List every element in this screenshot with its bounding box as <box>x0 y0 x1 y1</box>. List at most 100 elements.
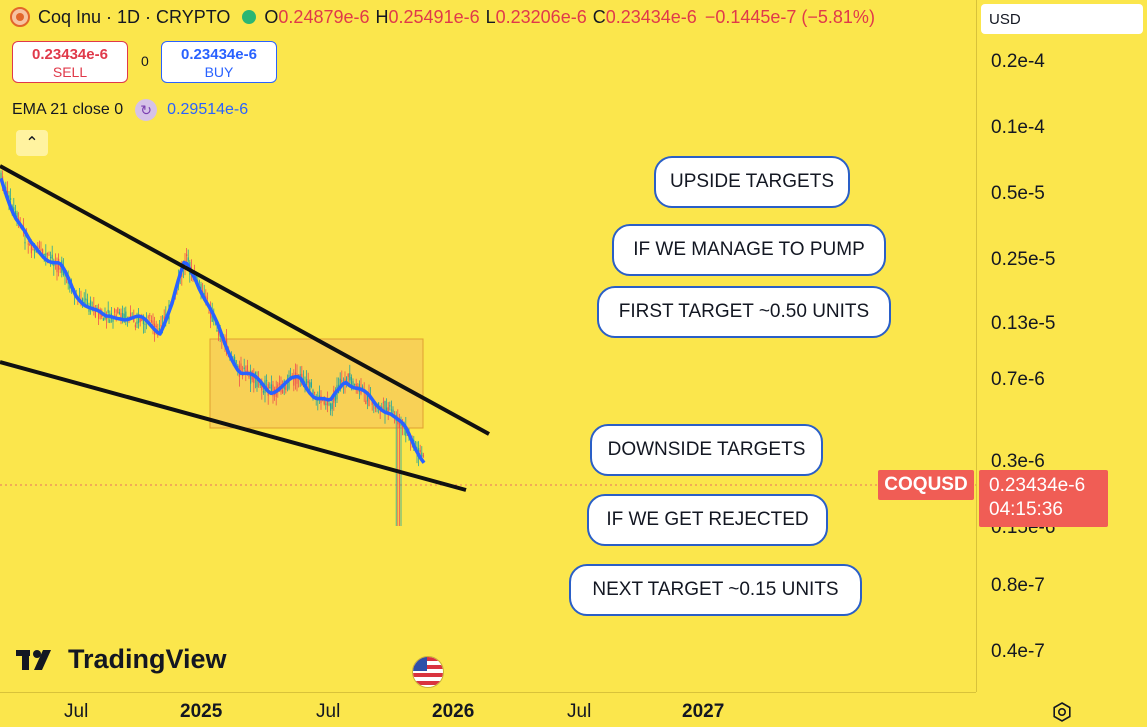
candle-body <box>296 373 298 384</box>
sell-button[interactable]: 0.23434e-6 SELL <box>12 41 128 83</box>
candle-body <box>96 307 98 310</box>
candle-body <box>314 392 316 394</box>
upper-trendline[interactable] <box>0 164 490 436</box>
collapse-legend-button[interactable]: ⌃ <box>16 130 48 156</box>
next-target-text: NEXT TARGET ~0.15 UNITS <box>592 579 839 600</box>
candle-body <box>53 263 55 267</box>
time-axis-label: 2027 <box>682 701 725 722</box>
candle-body <box>282 389 284 394</box>
candle-body <box>200 284 202 290</box>
gear-icon[interactable] <box>1052 702 1072 722</box>
currency-select[interactable]: USD <box>981 4 1143 34</box>
candle-body <box>243 367 245 370</box>
sell-label: SELL <box>52 64 88 80</box>
candle-body <box>94 309 96 318</box>
candle-body <box>187 257 189 262</box>
price-axis-label: 0.5e-5 <box>991 183 1045 204</box>
candle-body <box>317 399 319 401</box>
price-axis-label: 0.25e-5 <box>991 249 1056 270</box>
candle-body <box>378 402 380 406</box>
candle-body <box>152 320 154 328</box>
candle-body <box>29 243 31 246</box>
candle-body <box>147 316 149 318</box>
candle-body <box>158 327 160 332</box>
candle-body <box>48 254 50 256</box>
candle-body <box>390 409 392 411</box>
bar-countdown: 04:15:36 <box>989 499 1063 520</box>
candle-body <box>248 375 250 378</box>
candle-body <box>0 172 2 179</box>
candle-body <box>387 407 389 412</box>
chart-area[interactable]: Coq Inu · 1D · CRYPTO O 0.24879e-6 H 0.254… <box>0 0 976 692</box>
first-target-text: FIRST TARGET ~0.50 UNITS <box>618 301 870 322</box>
indicator-settings-icon[interactable]: ↻ <box>135 99 158 121</box>
upside-targets-text: UPSIDE TARGETS <box>670 171 834 192</box>
ohlc-high-value: 0.25491e-6 <box>388 6 480 27</box>
candle-body <box>112 318 114 322</box>
candle-body <box>114 309 116 313</box>
candle-body <box>242 375 244 377</box>
candle-body <box>115 314 117 317</box>
chevron-up-icon: ⌃ <box>25 135 39 152</box>
downside-targets-bubble[interactable]: DOWNSIDE TARGETS <box>590 424 823 476</box>
candle-body <box>13 207 15 211</box>
ohlc-low-key: L <box>485 6 496 27</box>
rejected-text: IF WE GET REJECTED <box>606 509 809 530</box>
candle-body <box>186 254 188 257</box>
candle-body <box>262 391 264 393</box>
ohlc-change: −0.1445e-7 (−5.81%) <box>704 6 875 27</box>
candle-body <box>218 330 220 336</box>
indicator-value: 0.29514e-6 <box>167 101 249 118</box>
lower-trendline[interactable] <box>0 360 467 492</box>
last-price-value: 0.23434e-6 <box>989 475 1086 496</box>
time-axis-label: Jul <box>316 701 341 722</box>
candle-body <box>120 313 122 319</box>
candle-body <box>261 384 263 391</box>
candle-body <box>32 249 34 251</box>
candle-body <box>139 317 141 322</box>
buy-button[interactable]: 0.23434e-6 BUY <box>161 41 277 83</box>
candle-body <box>125 311 127 322</box>
candle-body <box>144 323 146 325</box>
next-target-bubble[interactable]: NEXT TARGET ~0.15 UNITS <box>569 564 862 616</box>
symbol-title[interactable]: Coq Inu · 1D · CRYPTO <box>38 6 231 27</box>
candle-body <box>27 243 29 245</box>
pump-bubble[interactable]: IF WE MANAGE TO PUMP <box>612 224 886 276</box>
upside-targets-bubble[interactable]: UPSIDE TARGETS <box>654 156 850 208</box>
time-axis[interactable]: Jul 2025 Jul 2026 Jul 2027 <box>0 692 976 727</box>
market-open-dot-icon <box>242 10 257 24</box>
candle-body <box>246 365 248 374</box>
rejected-bubble[interactable]: IF WE GET REJECTED <box>587 494 828 546</box>
candle-body <box>419 450 421 453</box>
us-flag-icon[interactable] <box>412 656 444 688</box>
candle-body <box>142 316 144 325</box>
candle-body <box>133 317 135 322</box>
candle-body <box>221 339 223 341</box>
candle-body <box>136 321 138 324</box>
time-axis-label: 2025 <box>180 701 223 722</box>
tradingview-logo-icon <box>16 649 51 670</box>
price-axis-label: 0.1e-4 <box>991 117 1045 138</box>
candle-body <box>149 315 151 317</box>
candle-body <box>150 320 152 323</box>
price-axis-label: 0.3e-6 <box>991 451 1045 472</box>
time-axis-label: Jul <box>567 701 592 722</box>
indicator-label[interactable]: EMA 21 close 0 <box>12 101 124 118</box>
candle-body <box>350 377 352 385</box>
candle-body <box>102 318 104 321</box>
candle-body <box>269 387 271 389</box>
ohlc-close-key: C <box>592 6 606 27</box>
candle-body <box>245 370 247 373</box>
ohlc-open-value: 0.24879e-6 <box>278 6 370 27</box>
tradingview-logo[interactable]: TradingView <box>16 644 227 675</box>
candle-body <box>122 313 124 319</box>
price-chart[interactable] <box>0 0 976 692</box>
indicator-legend[interactable]: EMA 21 close 0 ↻ 0.29514e-6 <box>12 99 248 121</box>
candle-body <box>155 325 157 328</box>
candle-body <box>51 254 53 259</box>
candle-body <box>382 401 384 403</box>
first-target-bubble[interactable]: FIRST TARGET ~0.50 UNITS <box>597 286 891 338</box>
candle-body <box>160 325 162 327</box>
candle-body <box>240 363 242 375</box>
price-axis[interactable]: 0.2e-4 0.1e-4 0.5e-5 0.25e-5 0.13e-5 0.7e-6 0.… <box>976 0 1147 692</box>
